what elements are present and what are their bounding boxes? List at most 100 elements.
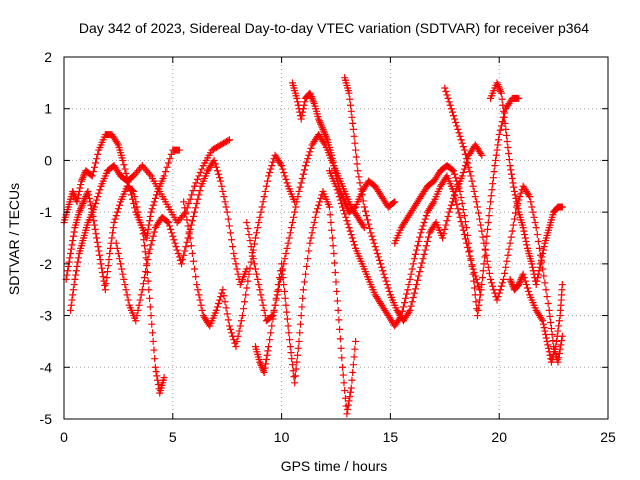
data-point-marker — [451, 115, 459, 123]
data-point-marker — [523, 241, 531, 249]
data-point-marker — [232, 343, 240, 351]
data-point-marker — [377, 260, 385, 268]
data-point-marker — [420, 250, 428, 258]
data-point-marker — [445, 208, 453, 216]
data-point-marker — [243, 265, 251, 273]
data-point-marker — [478, 281, 486, 289]
data-point-marker — [69, 232, 77, 240]
data-point-marker — [144, 277, 152, 285]
data-point-marker — [287, 224, 295, 232]
data-point-marker — [452, 119, 460, 127]
data-series — [60, 74, 566, 418]
data-point-marker — [450, 187, 458, 195]
data-point-marker — [292, 203, 300, 211]
data-point-marker — [97, 260, 105, 268]
data-point-marker — [282, 175, 290, 183]
data-point-marker — [456, 187, 464, 195]
data-point-marker — [118, 265, 126, 273]
data-point-marker — [484, 263, 492, 271]
data-point-marker — [217, 293, 225, 301]
data-point-marker — [341, 198, 349, 206]
data-point-marker — [167, 150, 175, 158]
data-point-marker — [369, 236, 377, 244]
data-point-marker — [174, 250, 182, 258]
data-point-marker — [137, 291, 145, 299]
data-point-marker — [471, 284, 479, 292]
data-point-marker — [320, 129, 328, 137]
data-point-marker — [221, 298, 229, 306]
data-point-marker — [319, 125, 327, 133]
data-point-marker — [282, 250, 290, 258]
data-point-marker — [419, 255, 427, 263]
data-point-marker — [346, 95, 354, 103]
data-point-marker — [508, 175, 516, 183]
data-point-marker — [423, 237, 431, 245]
data-point-marker — [234, 332, 242, 340]
data-point-marker — [79, 174, 87, 182]
data-point-marker — [544, 300, 552, 308]
data-point-marker — [294, 193, 302, 201]
data-point-marker — [532, 224, 540, 232]
data-point-marker — [541, 327, 549, 335]
data-point-marker — [503, 257, 511, 265]
data-point-marker — [546, 312, 554, 320]
data-point-marker — [214, 300, 222, 308]
data-point-marker — [186, 234, 194, 242]
data-point-marker — [260, 306, 268, 314]
data-point-marker — [193, 175, 201, 183]
data-point-marker — [74, 258, 82, 266]
data-point-marker — [359, 222, 367, 230]
data-point-marker — [210, 156, 218, 164]
data-point-marker — [135, 213, 143, 221]
data-point-marker — [490, 286, 498, 294]
data-point-marker — [542, 286, 550, 294]
data-point-marker — [268, 322, 276, 330]
data-point-marker — [147, 312, 155, 320]
data-point-marker — [315, 117, 323, 125]
data-point-marker — [459, 168, 467, 176]
data-point-marker — [495, 289, 503, 297]
data-point-marker — [500, 113, 508, 121]
data-point-marker — [211, 160, 219, 168]
data-point-marker — [197, 301, 205, 309]
data-point-marker — [69, 286, 77, 294]
data-point-marker — [512, 209, 520, 217]
data-point-marker — [337, 200, 345, 208]
data-point-marker — [228, 329, 236, 337]
data-point-marker — [498, 95, 506, 103]
data-point-marker — [459, 143, 467, 151]
data-point-marker — [306, 89, 314, 97]
data-point-marker — [469, 270, 477, 278]
data-point-marker — [408, 265, 416, 273]
data-point-marker — [133, 203, 141, 211]
data-point-marker — [73, 262, 81, 270]
data-point-marker — [166, 222, 174, 230]
data-point-marker — [452, 196, 460, 204]
data-point-marker — [269, 315, 277, 323]
data-point-marker — [360, 203, 368, 211]
data-point-marker — [77, 203, 85, 211]
data-point-marker — [262, 360, 270, 368]
data-point-marker — [185, 200, 193, 208]
data-point-marker — [131, 193, 139, 201]
data-point-marker — [507, 277, 515, 285]
data-point-marker — [507, 233, 515, 241]
data-point-marker — [92, 230, 100, 238]
data-point-marker — [115, 201, 123, 209]
data-point-marker — [310, 218, 318, 226]
data-point-marker — [513, 201, 521, 209]
data-point-marker — [149, 232, 157, 240]
data-point-marker — [181, 204, 189, 212]
data-point-marker — [505, 245, 513, 253]
data-point-marker — [284, 239, 292, 247]
data-point-marker — [466, 168, 474, 176]
data-point-marker — [193, 281, 201, 289]
data-point-marker — [365, 220, 373, 228]
data-point-marker — [328, 234, 336, 242]
data-point-marker — [332, 278, 340, 286]
data-point-marker — [444, 212, 452, 220]
data-point-marker — [539, 320, 547, 328]
data-point-marker — [382, 277, 390, 285]
data-point-marker — [405, 308, 413, 316]
data-point-marker — [225, 136, 233, 144]
